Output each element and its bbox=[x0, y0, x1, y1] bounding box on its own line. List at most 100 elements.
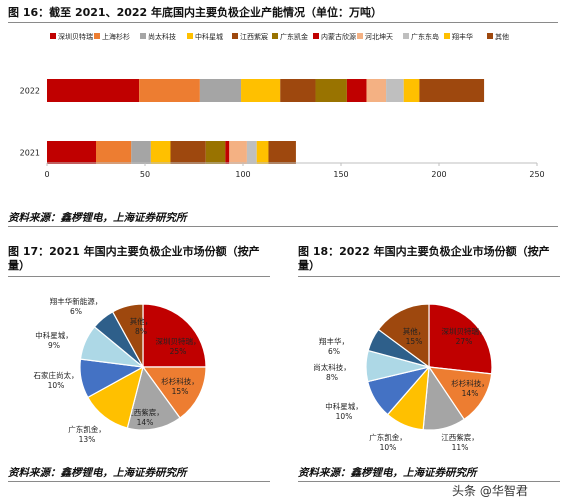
pie-label-line: 10% bbox=[336, 412, 353, 421]
pie-label: 中科星城， 10% bbox=[325, 401, 363, 421]
legend-swatch bbox=[50, 33, 56, 39]
pie-label-line: 6% bbox=[70, 307, 82, 316]
pie-label-line: 江西紫宸， bbox=[441, 432, 479, 442]
pie-label: 杉杉科技， 14% bbox=[451, 378, 489, 398]
fig18-pie-chart: 深圳贝特瑞， 27%杉杉科技， 14%江西紫宸， 11%广东凯金， 10%中科星城， 10… bbox=[313, 303, 493, 452]
fig16-title-rule bbox=[8, 22, 558, 23]
pie-label-line: 中科星城， bbox=[35, 330, 73, 340]
pie-label: 翔丰华新能源， 6% bbox=[50, 296, 103, 316]
fig17-title: 图 17：2021 年国内主要负极企业市场份额（按产 量） bbox=[8, 245, 260, 273]
fig16-title: 图 16：截至 2021、2022 年底国内主要负极企业产能情况（单位：万吨） bbox=[8, 6, 383, 19]
pie-label-line: 8% bbox=[326, 373, 338, 382]
pie-label-line: 14% bbox=[137, 418, 154, 427]
bar-segment bbox=[403, 79, 420, 102]
pie-label: 江西紫宸， 11% bbox=[441, 432, 479, 452]
pie-label-line: 15% bbox=[172, 387, 189, 396]
fig18-source: 资料来源：鑫椤锂电，上海证券研究所 bbox=[298, 467, 477, 479]
fig18-title-rule bbox=[298, 276, 560, 277]
category-label: 2021 bbox=[20, 149, 40, 158]
pie-label-line: 27% bbox=[456, 337, 473, 346]
legend-label: 上海杉杉 bbox=[102, 32, 130, 41]
fig17-title-rule bbox=[8, 276, 270, 277]
pie-label: 翔丰华， 6% bbox=[319, 336, 349, 356]
pie-slice bbox=[428, 303, 493, 375]
legend-swatch bbox=[487, 33, 493, 39]
pie-label-line: 9% bbox=[48, 341, 60, 350]
legend-label: 广东凯金 bbox=[280, 32, 308, 41]
pie-label-line: 翔丰华， bbox=[319, 336, 349, 346]
bar-segment bbox=[246, 141, 257, 164]
legend-swatch bbox=[140, 33, 146, 39]
pie-label-line: 其他， bbox=[130, 316, 153, 326]
legend-label: 深圳贝特瑞 bbox=[58, 32, 93, 41]
legend-label: 其他 bbox=[495, 32, 509, 41]
fig17-title-line1: 图 17：2021 年国内主要负极企业市场份额（按产 bbox=[8, 245, 260, 258]
fig18-title-line2: 量） bbox=[298, 259, 320, 272]
fig16-source: 资料来源：鑫椤锂电，上海证券研究所 bbox=[8, 212, 187, 224]
fig18-source-rule bbox=[298, 481, 560, 482]
pie-label-line: 其他， bbox=[403, 326, 426, 336]
pie-label-line: 13% bbox=[79, 435, 96, 444]
legend-item: 广东凯金 bbox=[272, 32, 308, 41]
x-tick-label: 50 bbox=[140, 170, 150, 179]
x-tick-label: 100 bbox=[235, 170, 250, 179]
pie-label-line: 深圳贝特瑞， bbox=[442, 326, 487, 336]
pie-label-line: 尚太科技， bbox=[313, 362, 351, 372]
legend-swatch bbox=[94, 33, 100, 39]
pie-label-line: 25% bbox=[170, 347, 187, 356]
legend-label: 内蒙古欣源 bbox=[321, 32, 356, 41]
legend-item: 中科星城 bbox=[187, 32, 223, 41]
x-tick-label: 200 bbox=[431, 170, 446, 179]
bar-segment bbox=[346, 79, 367, 102]
legend-item: 深圳贝特瑞 bbox=[50, 32, 93, 41]
bar-segment bbox=[386, 79, 404, 102]
legend-swatch bbox=[313, 33, 319, 39]
bar-segment bbox=[256, 141, 269, 164]
pie-label: 深圳贝特瑞， 27% bbox=[442, 326, 487, 346]
bar-segment bbox=[131, 141, 151, 164]
fig16-bar-chart: 深圳贝特瑞 上海杉杉 尚太科技 中科星城 江西紫宸 广东凯金 内蒙古欣源 河北坤天 广东东岛 翔丰… bbox=[20, 32, 545, 179]
fig17-pie-chart: 深圳贝特瑞， 25%杉杉科技， 15%江西紫宸， 14%广东凯金， 13%石家庄尚太， 1… bbox=[34, 296, 207, 444]
fig17-source-rule bbox=[8, 481, 270, 482]
bar-segment bbox=[419, 79, 485, 102]
fig16-legend: 深圳贝特瑞 上海杉杉 尚太科技 中科星城 江西紫宸 广东凯金 内蒙古欣源 河北坤天 广东东岛 翔丰… bbox=[50, 32, 509, 41]
bar-segment bbox=[268, 141, 296, 164]
legend-label: 江西紫宸 bbox=[240, 32, 268, 41]
bar-segment bbox=[225, 141, 230, 164]
pie-label: 广东凯金， 13% bbox=[68, 424, 106, 444]
pie-label-line: 江西紫宸， bbox=[126, 407, 164, 417]
pie-label-line: 10% bbox=[380, 443, 397, 452]
pie-slice bbox=[377, 303, 430, 369]
pie-label-line: 杉杉科技， bbox=[451, 378, 489, 388]
pie-label-line: 11% bbox=[452, 443, 469, 452]
fig17-title-line2: 量） bbox=[8, 259, 30, 272]
legend-item: 内蒙古欣源 bbox=[313, 32, 356, 41]
pie-slice bbox=[111, 303, 144, 368]
pie-label: 其他， 8% bbox=[130, 316, 153, 336]
pie-label: 江西紫宸， 14% bbox=[126, 407, 164, 427]
pie-slice bbox=[142, 303, 207, 368]
bar-segment bbox=[170, 141, 206, 164]
legend-item: 河北坤天 bbox=[357, 32, 393, 41]
legend-label: 河北坤天 bbox=[365, 32, 393, 41]
legend-label: 广东东岛 bbox=[411, 32, 439, 41]
watermark: 头条 @华智君 bbox=[452, 484, 528, 498]
pie-label-line: 6% bbox=[328, 347, 340, 356]
legend-item: 上海杉杉 bbox=[94, 32, 130, 41]
pie-label-line: 深圳贝特瑞， bbox=[156, 336, 201, 346]
bar-segment bbox=[96, 141, 132, 164]
bar-segment bbox=[150, 141, 171, 164]
bar-segment bbox=[205, 141, 226, 164]
pie-slice bbox=[126, 365, 181, 431]
pie-label: 石家庄尚太， 10% bbox=[34, 370, 79, 390]
fig16-source-rule bbox=[8, 226, 558, 227]
pie-label-line: 翔丰华新能源， bbox=[50, 296, 103, 306]
pie-label: 深圳贝特瑞， 25% bbox=[156, 336, 201, 356]
bar-segment bbox=[280, 79, 316, 102]
legend-label: 尚太科技 bbox=[148, 32, 176, 41]
pie-label-line: 15% bbox=[406, 337, 423, 346]
bar-segment bbox=[199, 79, 242, 102]
pie-label-line: 广东凯金， bbox=[369, 432, 407, 442]
legend-label: 中科星城 bbox=[195, 32, 223, 41]
pie-label: 中科星城， 9% bbox=[35, 330, 73, 350]
